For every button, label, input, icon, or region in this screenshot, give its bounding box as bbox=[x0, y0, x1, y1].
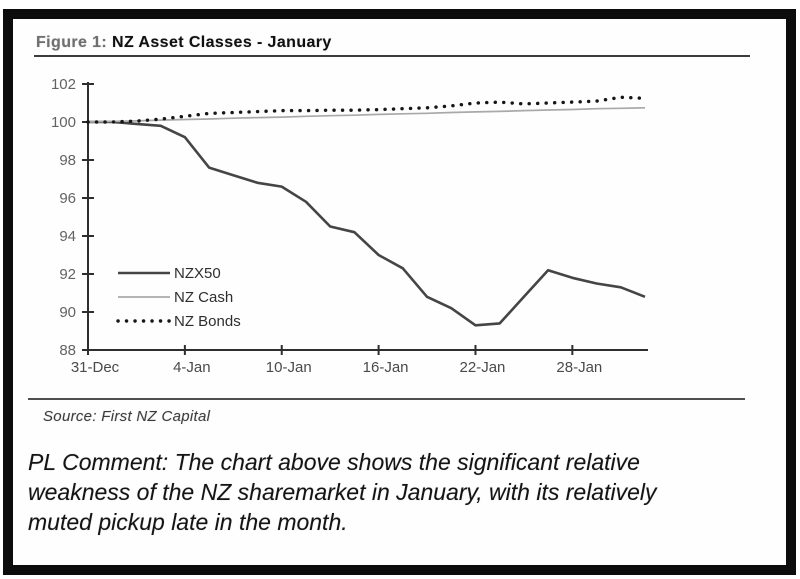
y-tick-label: 88 bbox=[59, 342, 76, 359]
pl-comment: PL Comment: The chart above shows the si… bbox=[28, 447, 768, 537]
y-tick-label: 100 bbox=[51, 114, 76, 131]
y-tick-label: 102 bbox=[51, 76, 76, 93]
series-line-nz-bonds bbox=[86, 95, 647, 124]
pl-comment-line: PL Comment: The chart above shows the si… bbox=[28, 449, 640, 475]
x-tick-label: 22-Jan bbox=[460, 359, 506, 376]
x-tick-label: 4-Jan bbox=[173, 359, 211, 376]
x-tick-label: 28-Jan bbox=[556, 359, 602, 376]
figure-label: Figure 1: bbox=[36, 34, 108, 51]
series-line-nz-cash bbox=[87, 106, 646, 123]
series-line-nzx50 bbox=[88, 120, 646, 327]
y-tick-label: 90 bbox=[59, 304, 76, 321]
y-tick-label: 94 bbox=[59, 228, 76, 245]
source-divider bbox=[28, 398, 745, 400]
x-tick-label: 10-Jan bbox=[266, 359, 312, 376]
title-underline bbox=[34, 55, 750, 57]
legend-label-nz-bonds: NZ Bonds bbox=[174, 313, 241, 330]
source-note: Source: First NZ Capital bbox=[43, 408, 211, 425]
x-tick-label: 16-Jan bbox=[363, 359, 409, 376]
legend-label-nzx50: NZX50 bbox=[174, 265, 221, 282]
pl-comment-line: weakness of the NZ sharemarket in Januar… bbox=[28, 479, 657, 505]
legend-label-nz-cash: NZ Cash bbox=[174, 289, 233, 306]
pl-comment-line: muted pickup late in the month. bbox=[28, 509, 348, 535]
outer-frame bbox=[3, 9, 796, 575]
figure-title: NZ Asset Classes - January bbox=[112, 34, 332, 51]
y-tick-label: 92 bbox=[59, 266, 76, 283]
y-tick-label: 98 bbox=[59, 152, 76, 169]
figure-heading: Figure 1: NZ Asset Classes - January bbox=[36, 34, 332, 52]
x-tick-label: 31-Dec bbox=[71, 359, 120, 376]
y-tick-label: 96 bbox=[59, 190, 76, 207]
